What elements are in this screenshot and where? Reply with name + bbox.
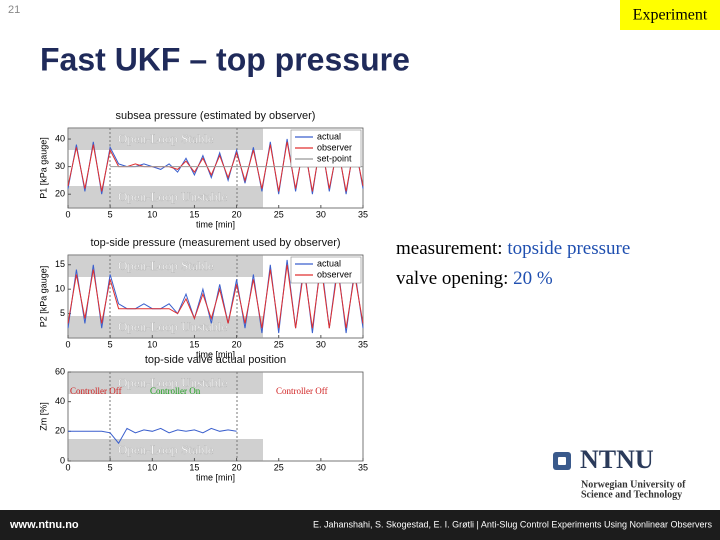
x-tick-label: 20 [232, 339, 242, 349]
legend-label: actual [317, 131, 341, 141]
band-label: Open-Loop Unstable [118, 375, 228, 390]
x-tick-label: 0 [65, 462, 70, 472]
x-tick-label: 35 [358, 339, 368, 349]
annotation: Controller Off [70, 386, 122, 396]
x-tick-label: 35 [358, 209, 368, 219]
band [68, 255, 263, 277]
band [68, 186, 263, 208]
badge-bg [620, 0, 720, 30]
y-tick-label: 20 [55, 426, 65, 436]
x-tick-label: 30 [316, 209, 326, 219]
chart-title: subsea pressure (estimated by observer) [116, 110, 316, 122]
y-tick-label: 40 [55, 396, 65, 406]
chart-title: top-side pressure (measurement used by o… [90, 237, 340, 249]
series-line [68, 427, 237, 445]
x-tick-label: 30 [316, 339, 326, 349]
x-tick-label: 25 [274, 462, 284, 472]
y-tick-label: 15 [55, 259, 65, 269]
footer-url: www.ntnu.no [9, 519, 79, 531]
x-tick-label: 15 [189, 339, 199, 349]
band [68, 372, 263, 394]
band-label: Open-Loop Stable [118, 258, 214, 273]
note-value: 20 % [513, 268, 553, 289]
x-tick-label: 0 [65, 209, 70, 219]
note: measurement: topside pressure [396, 238, 630, 259]
annotation: Controller On [150, 386, 201, 396]
series-line [67, 141, 364, 192]
x-tick-label: 10 [147, 209, 157, 219]
band [68, 128, 263, 150]
annotation: Controller Off [276, 386, 328, 396]
chart-title: top-side valve actual position [145, 354, 286, 366]
footer-citation: E. Jahanshahi, S. Skogestad, E. I. Grøtl… [313, 519, 713, 529]
legend-label: set-point [317, 153, 352, 163]
logo-line: Science and Technology [581, 489, 682, 500]
x-tick-label: 0 [65, 339, 70, 349]
plot-area [67, 371, 364, 462]
y-tick-label: 10 [55, 284, 65, 294]
legend-label: actual [317, 258, 341, 268]
y-axis-label: P2 [kPa gauge] [38, 266, 48, 328]
x-tick-label: 10 [147, 462, 157, 472]
footer-bar [0, 510, 720, 540]
badge: Experiment [633, 7, 708, 24]
band-label: Open-Loop Stable [118, 442, 214, 457]
series-line [67, 264, 364, 329]
slide-title: Fast UKF – top pressure [40, 41, 410, 77]
slide-number: 21 [8, 4, 20, 16]
x-axis-label: time [min] [196, 472, 235, 482]
x-tick-label: 30 [316, 462, 326, 472]
band-label: Open-Loop Unstable [118, 189, 228, 204]
x-tick-label: 25 [274, 209, 284, 219]
y-tick-label: 20 [55, 189, 65, 199]
x-axis-label: time [min] [196, 219, 235, 229]
note-label: valve opening: [396, 268, 508, 289]
band-label: Open-Loop Unstable [118, 319, 228, 334]
x-tick-label: 35 [358, 462, 368, 472]
y-tick-label: 40 [55, 133, 65, 143]
logo-name: NTNU [580, 445, 654, 474]
band-label: Open-Loop Stable [118, 131, 214, 146]
y-axis-label: P1 [kPa gauge] [38, 137, 48, 199]
x-tick-label: 5 [108, 339, 113, 349]
y-tick-label: 5 [60, 308, 65, 318]
x-tick-label: 20 [232, 462, 242, 472]
logo-icon-inner [558, 457, 566, 465]
x-tick-label: 25 [274, 339, 284, 349]
y-axis-label: Zm [%] [38, 402, 48, 431]
legend-label: observer [317, 269, 352, 279]
band [68, 316, 263, 338]
note-label: measurement: [396, 238, 503, 259]
y-tick-label: 60 [55, 366, 65, 376]
legend [290, 256, 362, 284]
band [68, 439, 263, 461]
x-tick-label: 15 [189, 209, 199, 219]
x-tick-label: 15 [189, 462, 199, 472]
y-tick-label: 30 [55, 161, 65, 171]
note-value: topside pressure [507, 238, 630, 259]
x-tick-label: 5 [108, 462, 113, 472]
x-tick-label: 5 [108, 209, 113, 219]
y-tick-label: 0 [60, 455, 65, 465]
legend-label: observer [317, 142, 352, 152]
x-tick-label: 10 [147, 339, 157, 349]
logo-line: Norwegian University of [581, 479, 686, 490]
x-axis-label: time [min] [196, 349, 235, 359]
note: valve opening: 20 % [396, 268, 553, 289]
x-tick-label: 20 [232, 209, 242, 219]
